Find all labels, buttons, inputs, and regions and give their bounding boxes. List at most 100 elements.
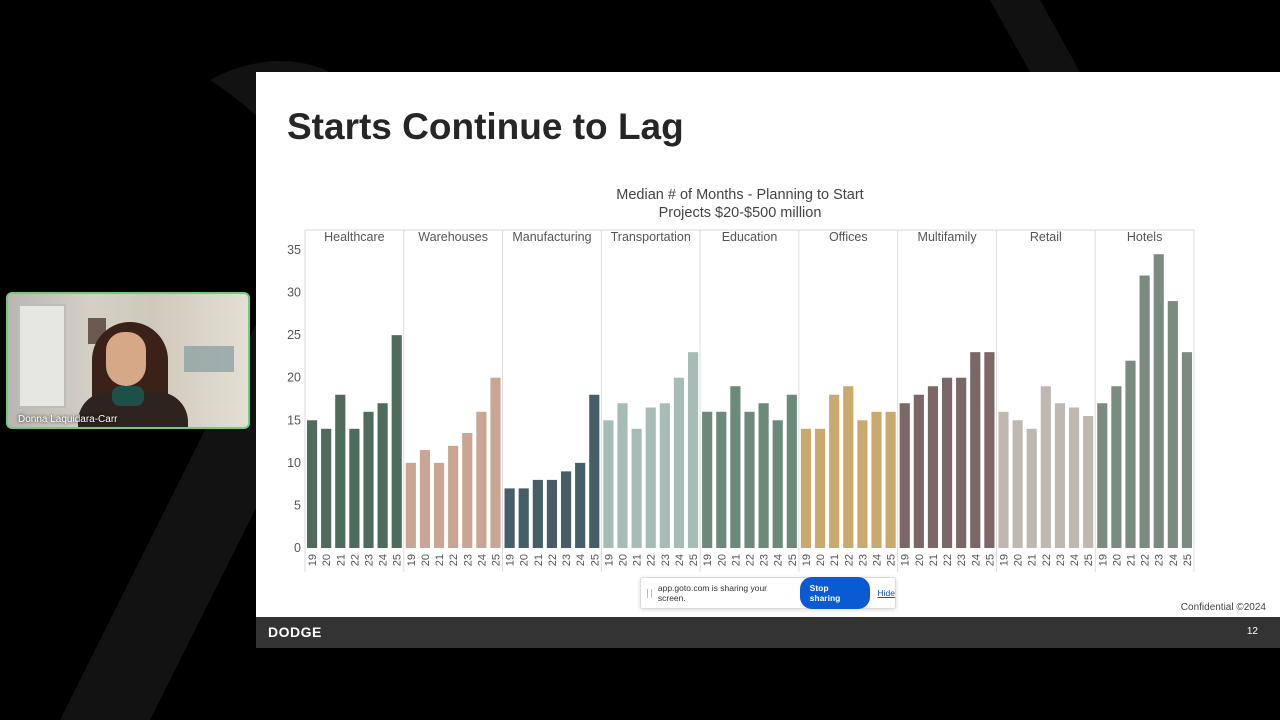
x-tick-label: 24: [1069, 554, 1081, 566]
y-tick-label: 15: [287, 413, 301, 427]
bar-hotels-22: [1139, 275, 1150, 548]
hide-link[interactable]: Hide: [877, 588, 895, 598]
bar-healthcare-22: [349, 428, 360, 548]
bar-healthcare-23: [363, 411, 374, 548]
x-tick-label: 24: [1168, 554, 1180, 566]
bar-retail-24: [1068, 407, 1080, 548]
bar-retail-22: [1040, 386, 1051, 548]
bar-transportation-20: [617, 403, 628, 548]
x-tick-label: 22: [745, 554, 757, 566]
x-tick-label: 24: [674, 554, 686, 566]
y-tick-label: 25: [287, 328, 301, 342]
y-tick-label: 10: [287, 456, 301, 470]
slide-number: 12: [1246, 626, 1258, 637]
x-tick-label: 21: [335, 554, 347, 566]
x-tick-label: 23: [1055, 554, 1067, 566]
x-tick-label: 23: [364, 554, 376, 566]
bar-education-24: [772, 420, 783, 548]
slide-title: Starts Continue to Lag: [287, 106, 684, 147]
x-tick-label: 24: [575, 554, 587, 566]
x-tick-label: 20: [1013, 554, 1025, 566]
bar-multifamily-24: [970, 352, 981, 548]
x-tick-label: 23: [956, 554, 968, 566]
bar-retail-25: [1083, 416, 1094, 548]
bar-offices-23: [857, 420, 868, 548]
bar-healthcare-21: [335, 394, 346, 548]
x-tick-label: 24: [476, 554, 488, 566]
x-tick-label: 25: [491, 554, 503, 566]
x-tick-label: 23: [759, 554, 771, 566]
bar-education-20: [716, 411, 727, 548]
bar-offices-22: [843, 386, 854, 548]
drag-handle-icon[interactable]: [647, 588, 652, 598]
bar-warehouses-25: [490, 377, 501, 548]
presenter-name: Donna Laquidara-Carr: [18, 414, 118, 425]
panel-label-retail: Retail: [1030, 230, 1062, 244]
bar-healthcare-19: [306, 420, 318, 548]
x-tick-label: 20: [618, 554, 630, 566]
bar-healthcare-24: [377, 403, 388, 548]
panel-label-hotels: Hotels: [1127, 230, 1162, 244]
bar-retail-20: [1012, 420, 1023, 548]
x-tick-label: 20: [716, 554, 728, 566]
bar-transportation-21: [631, 428, 642, 548]
x-tick-label: 22: [942, 554, 954, 566]
x-tick-label: 19: [801, 554, 813, 566]
x-tick-label: 19: [307, 554, 319, 566]
y-tick-label: 30: [287, 286, 301, 300]
bar-education-23: [758, 403, 769, 548]
stop-sharing-button[interactable]: Stop sharing: [799, 577, 870, 609]
x-tick-label: 22: [646, 554, 658, 566]
bar-transportation-25: [687, 352, 699, 548]
x-tick-label: 20: [815, 554, 827, 566]
x-tick-label: 21: [829, 554, 841, 566]
bar-transportation-19: [603, 420, 614, 548]
presenter-video-tile[interactable]: Donna Laquidara-Carr: [6, 292, 250, 429]
x-tick-label: 21: [1027, 554, 1039, 566]
panel-label-warehouses: Warehouses: [418, 230, 488, 244]
bar-warehouses-23: [462, 433, 473, 548]
x-tick-label: 25: [589, 554, 601, 566]
bar-offices-24: [871, 411, 882, 548]
bar-hotels-25: [1181, 352, 1193, 548]
bar-multifamily-19: [899, 403, 910, 548]
x-tick-label: 21: [928, 554, 940, 566]
bar-multifamily-23: [956, 377, 967, 548]
bar-hotels-20: [1111, 386, 1122, 548]
bar-multifamily-25: [984, 352, 995, 548]
bar-manufacturing-19: [504, 488, 515, 548]
bar-offices-25: [885, 411, 896, 548]
x-tick-label: 25: [1083, 554, 1095, 566]
x-tick-label: 19: [1097, 554, 1109, 566]
chart-title-line: Projects $20-$500 million: [659, 205, 822, 221]
bar-multifamily-22: [941, 377, 953, 548]
x-tick-label: 22: [1140, 554, 1152, 566]
x-tick-label: 19: [702, 554, 714, 566]
x-tick-label: 21: [1126, 554, 1138, 566]
bar-offices-21: [829, 394, 840, 548]
x-tick-label: 22: [448, 554, 460, 566]
y-tick-label: 20: [287, 371, 301, 385]
panel-label-offices: Offices: [829, 230, 868, 244]
x-tick-label: 22: [1041, 554, 1053, 566]
bar-manufacturing-22: [546, 479, 558, 548]
bar-offices-19: [800, 428, 812, 548]
bar-hotels-19: [1097, 403, 1108, 548]
video-shelf: [184, 346, 234, 372]
slide-footer: DODGE 12: [256, 617, 1280, 648]
bar-chart: Median # of Months - Planning to Start Pr…: [287, 187, 1195, 572]
x-tick-label: 21: [632, 554, 644, 566]
x-tick-label: 24: [773, 554, 785, 566]
x-tick-label: 23: [462, 554, 474, 566]
bar-multifamily-20: [913, 394, 924, 548]
x-tick-label: 19: [900, 554, 912, 566]
x-tick-label: 22: [547, 554, 559, 566]
x-tick-label: 21: [533, 554, 545, 566]
chart-title-line: Median # of Months - Planning to Start: [616, 187, 863, 203]
panel-label-healthcare: Healthcare: [324, 230, 384, 244]
bar-hotels-21: [1125, 360, 1136, 548]
bar-retail-19: [998, 411, 1009, 548]
bar-education-21: [730, 386, 741, 548]
bar-warehouses-21: [433, 462, 445, 548]
panel-label-manufacturing: Manufacturing: [512, 230, 591, 244]
